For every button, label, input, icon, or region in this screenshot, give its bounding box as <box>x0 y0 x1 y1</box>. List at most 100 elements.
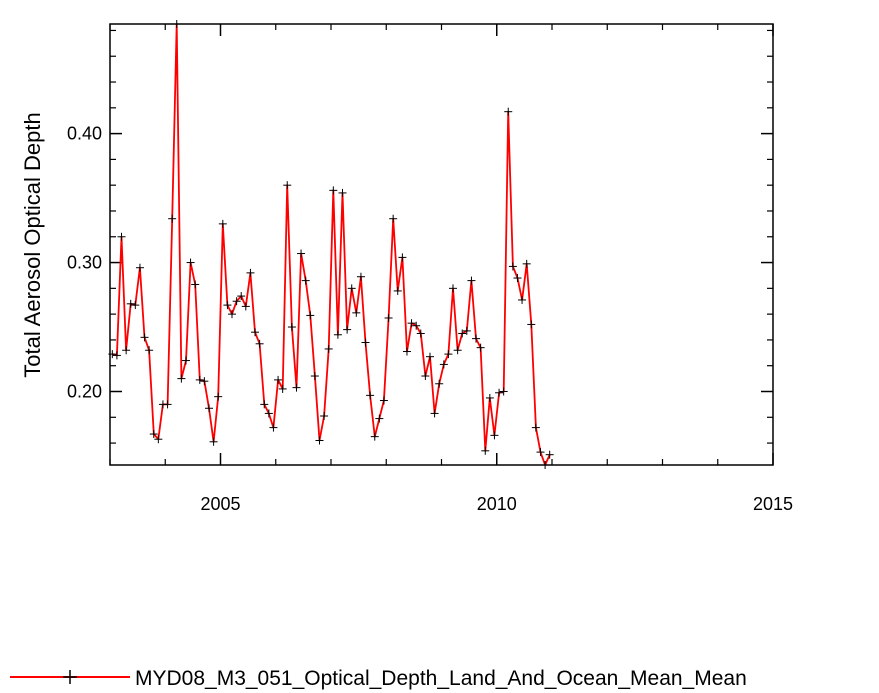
data-point <box>522 259 531 268</box>
data-point <box>407 319 416 328</box>
data-point <box>356 272 365 281</box>
data-point <box>476 343 485 352</box>
data-point <box>227 310 236 319</box>
data-point <box>513 274 522 283</box>
data-point <box>154 435 163 444</box>
data-point <box>131 301 140 310</box>
x-tick-label: 2010 <box>477 494 517 514</box>
data-point <box>205 404 214 413</box>
data-point <box>149 430 158 439</box>
data-point <box>255 339 264 348</box>
data-point <box>527 320 536 329</box>
legend: MYD08_M3_051_Optical_Depth_Land_And_Ocea… <box>10 667 747 690</box>
data-point <box>145 346 154 355</box>
data-point <box>333 330 342 339</box>
data-point <box>163 400 172 409</box>
data-point <box>260 400 269 409</box>
data-point <box>508 262 517 271</box>
legend-marker <box>63 670 77 684</box>
data-point <box>306 311 315 320</box>
data-point <box>301 276 310 285</box>
data-point <box>435 379 444 388</box>
data-point <box>352 308 361 317</box>
data-point <box>490 431 499 440</box>
data-point <box>504 107 513 116</box>
data-point <box>251 328 260 337</box>
legend-label: MYD08_M3_051_Optical_Depth_Land_And_Ocea… <box>135 667 747 690</box>
data-point <box>181 356 190 365</box>
data-point <box>412 321 421 330</box>
data-point <box>126 299 135 308</box>
data-point <box>495 388 504 397</box>
data-point <box>177 374 186 383</box>
data-point <box>361 338 370 347</box>
data-point <box>241 302 250 311</box>
data-point <box>200 377 209 386</box>
data-point <box>320 412 329 420</box>
data-point <box>297 249 306 258</box>
data-point <box>384 314 393 322</box>
data-point <box>135 263 144 272</box>
axis-ticks <box>109 24 774 465</box>
data-point <box>329 186 338 195</box>
data-point <box>426 352 435 361</box>
data-point <box>536 448 545 457</box>
data-point <box>232 297 241 306</box>
data-point <box>462 326 471 335</box>
data-point <box>485 393 494 402</box>
data-point <box>518 295 527 304</box>
data-point <box>186 258 195 267</box>
data-point <box>375 414 384 423</box>
data-point <box>421 372 430 381</box>
data-point <box>393 286 402 295</box>
x-tick-label: 2015 <box>753 494 793 514</box>
data-point <box>472 334 481 343</box>
data-point <box>218 219 227 228</box>
data-point <box>444 350 453 359</box>
data-point <box>366 391 375 400</box>
data-point <box>168 214 177 223</box>
series-line <box>112 23 551 466</box>
data-point <box>430 409 439 418</box>
data-point <box>370 432 379 441</box>
data-point <box>389 214 398 223</box>
data-point <box>453 346 462 355</box>
data-point <box>481 446 490 455</box>
data-point <box>324 344 333 353</box>
data-point <box>467 276 476 285</box>
data-point <box>402 347 411 356</box>
data-point <box>237 292 246 301</box>
y-tick-label: 0.30 <box>67 253 102 273</box>
data-point <box>214 392 223 401</box>
data-point <box>458 329 467 338</box>
data-point <box>499 387 508 396</box>
data-point <box>338 188 347 197</box>
data-point <box>223 301 232 310</box>
data-point <box>416 329 425 338</box>
data-point <box>310 372 319 381</box>
data-point <box>283 181 292 190</box>
data-point <box>531 423 540 432</box>
data-point <box>269 423 278 432</box>
data-point <box>315 436 324 445</box>
plot-frame <box>109 23 774 466</box>
y-tick-labels: 0.20 0.30 0.40 <box>67 124 102 402</box>
data-point <box>209 437 218 446</box>
data-point <box>347 284 356 293</box>
data-point <box>343 325 352 334</box>
data-point <box>379 396 388 405</box>
series-layer <box>108 20 554 469</box>
data-point <box>112 351 121 360</box>
y-axis-label: Total Aerosol Optical Depth <box>20 112 45 377</box>
data-point <box>274 375 283 384</box>
y-tick-label: 0.20 <box>67 382 102 402</box>
data-point <box>246 268 255 277</box>
data-point <box>292 383 301 392</box>
data-point <box>117 232 126 241</box>
data-point <box>140 333 149 342</box>
data-point <box>195 375 204 384</box>
data-point <box>264 409 273 418</box>
x-tick-labels: 2005 2010 2015 <box>200 494 793 514</box>
x-tick-label: 2005 <box>200 494 240 514</box>
